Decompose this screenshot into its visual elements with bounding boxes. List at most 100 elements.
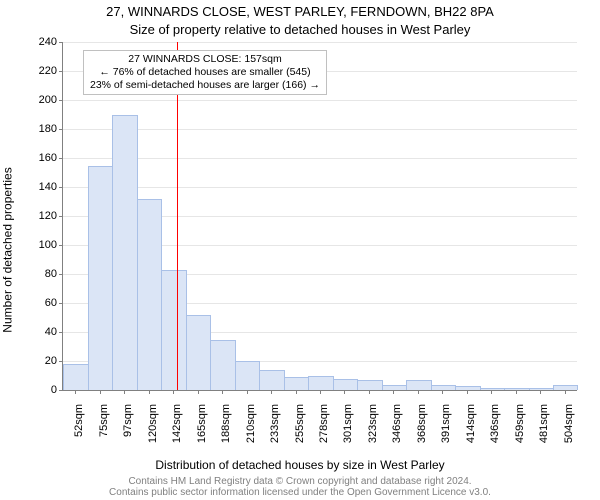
chart-title-line1: 27, WINNARDS CLOSE, WEST PARLEY, FERNDOW… [0,4,600,19]
histogram-bar [357,380,382,390]
x-tick-mark [418,390,419,394]
histogram-bar [333,379,358,390]
gridline [63,158,577,159]
y-tick-mark [59,274,63,275]
histogram-bar [63,364,88,390]
gridline [63,100,577,101]
histogram-bar [137,199,162,390]
y-tick-mark [59,216,63,217]
histogram-bar [235,361,260,390]
histogram-bar [259,370,284,390]
x-tick-mark [100,390,101,394]
annotation-box: 27 WINNARDS CLOSE: 157sqm← 76% of detach… [83,50,327,95]
x-tick-label: 414sqm [465,404,477,464]
x-tick-label: 346sqm [391,404,403,464]
x-tick-mark [173,390,174,394]
histogram-bar [112,115,137,390]
x-tick-mark [124,390,125,394]
chart-footer: Contains HM Land Registry data © Crown c… [0,476,600,498]
y-tick-mark [59,129,63,130]
histogram-bar [186,315,211,390]
y-tick-mark [59,42,63,43]
x-tick-mark [320,390,321,394]
x-tick-mark [491,390,492,394]
x-tick-label: 436sqm [489,404,501,464]
y-tick-mark [59,303,63,304]
gridline [63,187,577,188]
y-tick-label: 40 [27,326,57,338]
gridline [63,42,577,43]
histogram-bar [88,166,113,390]
x-tick-label: 391sqm [440,404,452,464]
histogram-bar [308,376,333,390]
x-tick-mark [393,390,394,394]
gridline [63,129,577,130]
chart-container: 27, WINNARDS CLOSE, WEST PARLEY, FERNDOW… [0,0,600,500]
x-tick-mark [540,390,541,394]
y-tick-label: 0 [27,384,57,396]
x-tick-mark [247,390,248,394]
histogram-bar [406,380,431,390]
y-tick-mark [59,390,63,391]
footer-line2: Contains public sector information licen… [0,487,600,498]
x-tick-label: 75sqm [98,404,110,464]
x-tick-mark [271,390,272,394]
annotation-line1: 27 WINNARDS CLOSE: 157sqm [90,53,320,66]
y-tick-label: 20 [27,355,57,367]
plot-area: 02040608010012014016018020022024052sqm75… [62,42,577,391]
footer-line1: Contains HM Land Registry data © Crown c… [0,476,600,487]
x-tick-label: 255sqm [294,404,306,464]
y-tick-mark [59,158,63,159]
y-tick-label: 240 [27,36,57,48]
y-axis-label: Number of detached properties [1,167,15,332]
x-tick-mark [516,390,517,394]
x-tick-mark [222,390,223,394]
y-tick-mark [59,332,63,333]
x-tick-label: 142sqm [171,404,183,464]
x-tick-label: 165sqm [196,404,208,464]
x-tick-label: 210sqm [245,404,257,464]
y-tick-mark [59,187,63,188]
x-tick-mark [296,390,297,394]
x-tick-label: 278sqm [318,404,330,464]
x-tick-label: 188sqm [220,404,232,464]
y-tick-mark [59,245,63,246]
x-tick-mark [198,390,199,394]
x-tick-mark [149,390,150,394]
histogram-bar [210,340,235,390]
x-axis-label: Distribution of detached houses by size … [0,458,600,472]
x-tick-label: 120sqm [147,404,159,464]
x-tick-label: 301sqm [342,404,354,464]
y-tick-label: 80 [27,268,57,280]
y-tick-mark [59,71,63,72]
x-tick-label: 97sqm [122,404,134,464]
x-tick-label: 459sqm [514,404,526,464]
y-tick-mark [59,361,63,362]
y-tick-label: 180 [27,123,57,135]
x-tick-mark [442,390,443,394]
x-tick-mark [75,390,76,394]
x-tick-label: 481sqm [538,404,550,464]
x-tick-mark [344,390,345,394]
y-tick-label: 120 [27,210,57,222]
x-tick-mark [369,390,370,394]
y-tick-label: 200 [27,94,57,106]
x-tick-label: 323sqm [367,404,379,464]
y-tick-label: 160 [27,152,57,164]
x-tick-label: 233sqm [269,404,281,464]
x-tick-mark [565,390,566,394]
x-tick-label: 52sqm [73,404,85,464]
y-tick-label: 100 [27,239,57,251]
y-tick-label: 220 [27,65,57,77]
x-tick-mark [467,390,468,394]
histogram-bar [284,377,309,390]
annotation-line2: ← 76% of detached houses are smaller (54… [90,66,320,79]
chart-title-line2: Size of property relative to detached ho… [0,22,600,37]
y-tick-label: 60 [27,297,57,309]
y-axis-label-wrapper: Number of detached properties [0,0,28,500]
histogram-bar [161,270,186,390]
y-tick-label: 140 [27,181,57,193]
x-tick-label: 504sqm [563,404,575,464]
y-tick-mark [59,100,63,101]
x-tick-label: 368sqm [416,404,428,464]
